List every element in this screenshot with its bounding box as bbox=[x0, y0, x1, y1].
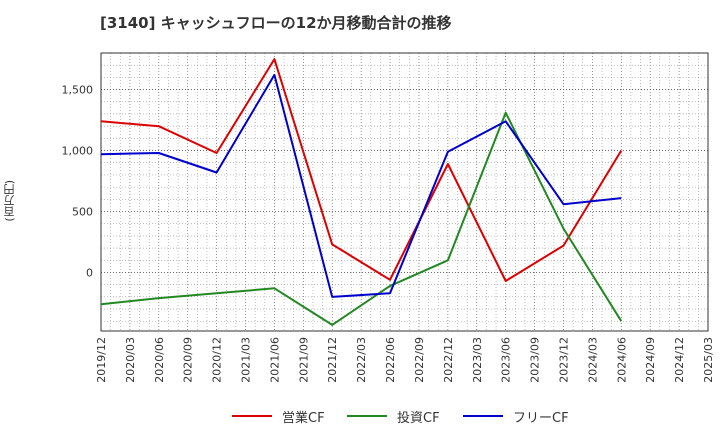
x-tick-label: 2023/12 bbox=[557, 337, 570, 383]
legend-label: 投資CF bbox=[397, 410, 440, 426]
legend-swatch bbox=[347, 415, 387, 417]
y-tick-label: 500 bbox=[72, 206, 93, 219]
x-tick-label: 2019/12 bbox=[95, 337, 108, 383]
x-tick-label: 2021/06 bbox=[268, 337, 281, 383]
x-tick-label: 2024/09 bbox=[644, 337, 657, 383]
legend-label: フリーCF bbox=[513, 410, 569, 426]
x-tick-label: 2024/03 bbox=[586, 337, 599, 383]
x-tick-label: 2024/12 bbox=[673, 337, 686, 383]
legend-label: 営業CF bbox=[282, 410, 325, 426]
grid-layer bbox=[100, 52, 709, 331]
legend-item: フリーCF bbox=[463, 404, 569, 428]
legend-item: 営業CF bbox=[232, 404, 325, 428]
x-tick-label: 2020/06 bbox=[153, 337, 166, 383]
chart-plot: 0 500 1,000 1,500 2019/12 2020/03 2020/06 2020/… bbox=[62, 52, 716, 383]
series-line bbox=[100, 73, 622, 298]
chart-title: [3140] キャッシュフローの12か月移動合計の推移 bbox=[100, 14, 452, 32]
x-tick-label: 2022/12 bbox=[442, 337, 455, 383]
legend-swatch bbox=[232, 415, 272, 417]
legend-item: 投資CF bbox=[347, 404, 440, 428]
plot-frame bbox=[100, 52, 709, 332]
legend: 営業CF 投資CF フリーCF bbox=[0, 404, 720, 428]
axis-layer bbox=[100, 52, 709, 332]
x-tick-label: 2021/03 bbox=[240, 337, 253, 383]
series-line bbox=[100, 111, 623, 326]
x-tick-label: 2025/03 bbox=[702, 337, 715, 383]
series-line bbox=[100, 58, 623, 282]
x-tick-label: 2020/09 bbox=[182, 337, 195, 383]
legend-swatch bbox=[463, 415, 503, 417]
x-tick-label: 2021/09 bbox=[297, 337, 310, 383]
y-tick-label: 1,500 bbox=[62, 84, 94, 97]
x-tick-label: 2023/06 bbox=[500, 337, 513, 383]
series-layer bbox=[100, 58, 623, 326]
x-tick-label: 2020/03 bbox=[124, 337, 137, 383]
tick-label-layer: 0 500 1,000 1,500 2019/12 2020/03 2020/06 2020/… bbox=[62, 84, 716, 383]
y-tick-label: 0 bbox=[86, 266, 93, 279]
x-tick-label: 2022/06 bbox=[384, 337, 397, 383]
x-tick-label: 2021/12 bbox=[326, 337, 339, 383]
plot-background bbox=[101, 53, 708, 331]
x-tick-label: 2024/06 bbox=[615, 337, 628, 383]
x-tick-label: 2022/09 bbox=[413, 337, 426, 383]
x-tick-label: 2023/03 bbox=[471, 337, 484, 383]
x-tick-label: 2023/09 bbox=[529, 337, 542, 383]
y-tick-label: 1,000 bbox=[62, 145, 94, 158]
x-tick-label: 2022/03 bbox=[355, 337, 368, 383]
x-tick-label: 2020/12 bbox=[211, 337, 224, 383]
